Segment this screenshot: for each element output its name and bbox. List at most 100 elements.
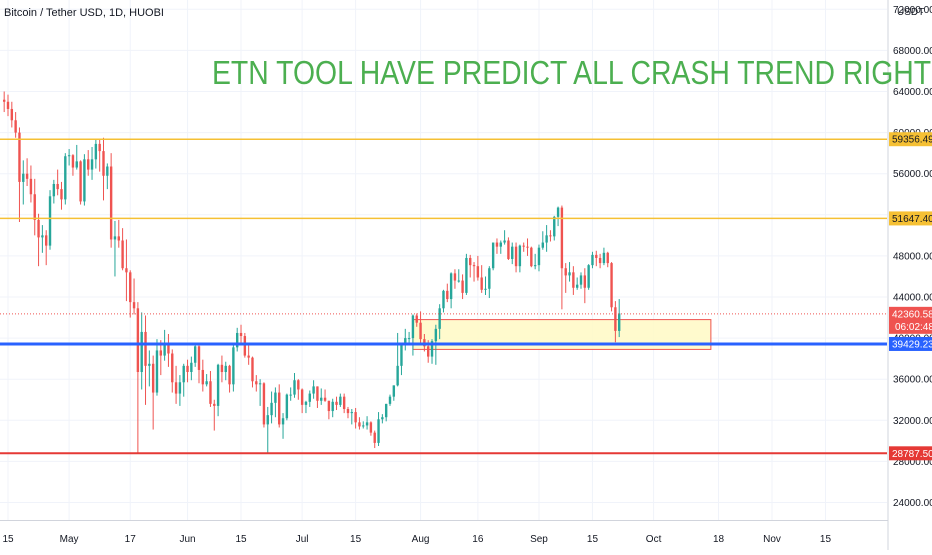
candle-body bbox=[308, 393, 311, 402]
candle bbox=[148, 350, 151, 387]
annotation-text[interactable]: ETN TOOL HAVE PREDICT ALL CRASH TREND RI… bbox=[212, 54, 932, 91]
candle bbox=[335, 396, 338, 411]
candle-body bbox=[41, 235, 44, 238]
candle bbox=[495, 238, 499, 254]
level-label-box bbox=[889, 211, 932, 226]
candle-body bbox=[125, 268, 128, 273]
candle-body bbox=[568, 272, 571, 276]
candle-body bbox=[488, 268, 491, 289]
candle bbox=[560, 205, 564, 310]
x-tick-label: Oct bbox=[646, 534, 662, 545]
candle-body bbox=[457, 280, 460, 282]
candle bbox=[178, 375, 182, 406]
candle-body bbox=[480, 277, 483, 290]
candle-body bbox=[75, 161, 78, 168]
candle bbox=[102, 137, 105, 201]
candle-body bbox=[339, 396, 342, 405]
candle bbox=[488, 266, 491, 299]
candle-body bbox=[281, 418, 285, 425]
x-tick-label: 18 bbox=[713, 534, 725, 545]
level-label-text: 28787.50 bbox=[892, 449, 932, 460]
candle bbox=[411, 314, 415, 356]
currency-label[interactable]: USDT bbox=[897, 7, 925, 18]
candle-body bbox=[499, 242, 502, 247]
y-tick-label: 28000.00 bbox=[893, 457, 932, 468]
candle bbox=[48, 190, 52, 250]
candle bbox=[339, 393, 342, 407]
candle bbox=[213, 399, 216, 431]
symbol-title[interactable]: Bitcoin / Tether USD, 1D, HUOBI bbox=[4, 7, 164, 19]
candle bbox=[469, 254, 472, 278]
candle bbox=[522, 242, 525, 252]
candle bbox=[83, 154, 86, 206]
candle bbox=[415, 313, 418, 327]
candle bbox=[140, 312, 143, 390]
candle-body bbox=[384, 403, 388, 418]
level-label-box bbox=[889, 132, 932, 147]
candle-body bbox=[618, 313, 621, 331]
candle bbox=[438, 304, 441, 340]
candle-body bbox=[327, 400, 331, 412]
candle-body bbox=[610, 263, 613, 308]
candle bbox=[125, 239, 128, 302]
candle-body bbox=[396, 365, 399, 386]
candle-body bbox=[526, 246, 529, 248]
candle bbox=[98, 139, 101, 172]
x-tick-label: Sep bbox=[530, 534, 548, 545]
candle-body bbox=[121, 240, 124, 269]
candle-body bbox=[186, 365, 189, 373]
candle-body bbox=[136, 308, 140, 373]
candle-body bbox=[262, 383, 266, 425]
candle bbox=[132, 278, 136, 315]
candle-body bbox=[102, 151, 105, 176]
candle bbox=[453, 269, 457, 289]
level-price-label: 51647.40 bbox=[889, 211, 932, 226]
candle-body bbox=[285, 394, 289, 419]
candle-body bbox=[236, 332, 239, 348]
candle bbox=[278, 384, 281, 428]
y-tick-label: 56000.00 bbox=[893, 169, 932, 180]
y-tick-label: 48000.00 bbox=[893, 251, 932, 262]
candle-body bbox=[614, 307, 617, 331]
candle-body bbox=[293, 380, 296, 395]
candle bbox=[308, 390, 311, 407]
candle bbox=[201, 359, 205, 392]
candle-body bbox=[255, 381, 258, 385]
candle bbox=[362, 421, 365, 429]
candle bbox=[255, 375, 258, 392]
level-label-box bbox=[889, 446, 932, 461]
candle-body bbox=[182, 365, 185, 383]
candle bbox=[25, 158, 29, 187]
candle bbox=[304, 400, 308, 414]
candle bbox=[45, 230, 48, 266]
x-tick-label: Jul bbox=[296, 534, 309, 545]
candle bbox=[449, 272, 453, 309]
candle bbox=[461, 274, 464, 300]
candle bbox=[33, 178, 36, 236]
candle bbox=[52, 179, 56, 204]
candle-body bbox=[90, 159, 94, 170]
candle-body bbox=[178, 382, 182, 394]
candle bbox=[129, 270, 132, 318]
candle bbox=[480, 265, 483, 293]
candle-body bbox=[174, 382, 178, 394]
candle-body bbox=[392, 385, 396, 397]
candle-body bbox=[595, 254, 598, 258]
candle bbox=[171, 349, 174, 393]
candle bbox=[598, 253, 602, 269]
candle-body bbox=[533, 265, 537, 267]
candle-body bbox=[411, 315, 415, 339]
candle-body bbox=[495, 242, 499, 247]
candle bbox=[342, 393, 346, 414]
candle bbox=[491, 242, 495, 271]
candle bbox=[18, 127, 21, 222]
candle-body bbox=[312, 386, 315, 394]
candle bbox=[109, 153, 113, 248]
candle-body bbox=[587, 265, 590, 288]
candle-body bbox=[507, 240, 510, 259]
candle-body bbox=[320, 397, 323, 401]
candle bbox=[327, 400, 331, 420]
candle-body bbox=[350, 412, 353, 414]
